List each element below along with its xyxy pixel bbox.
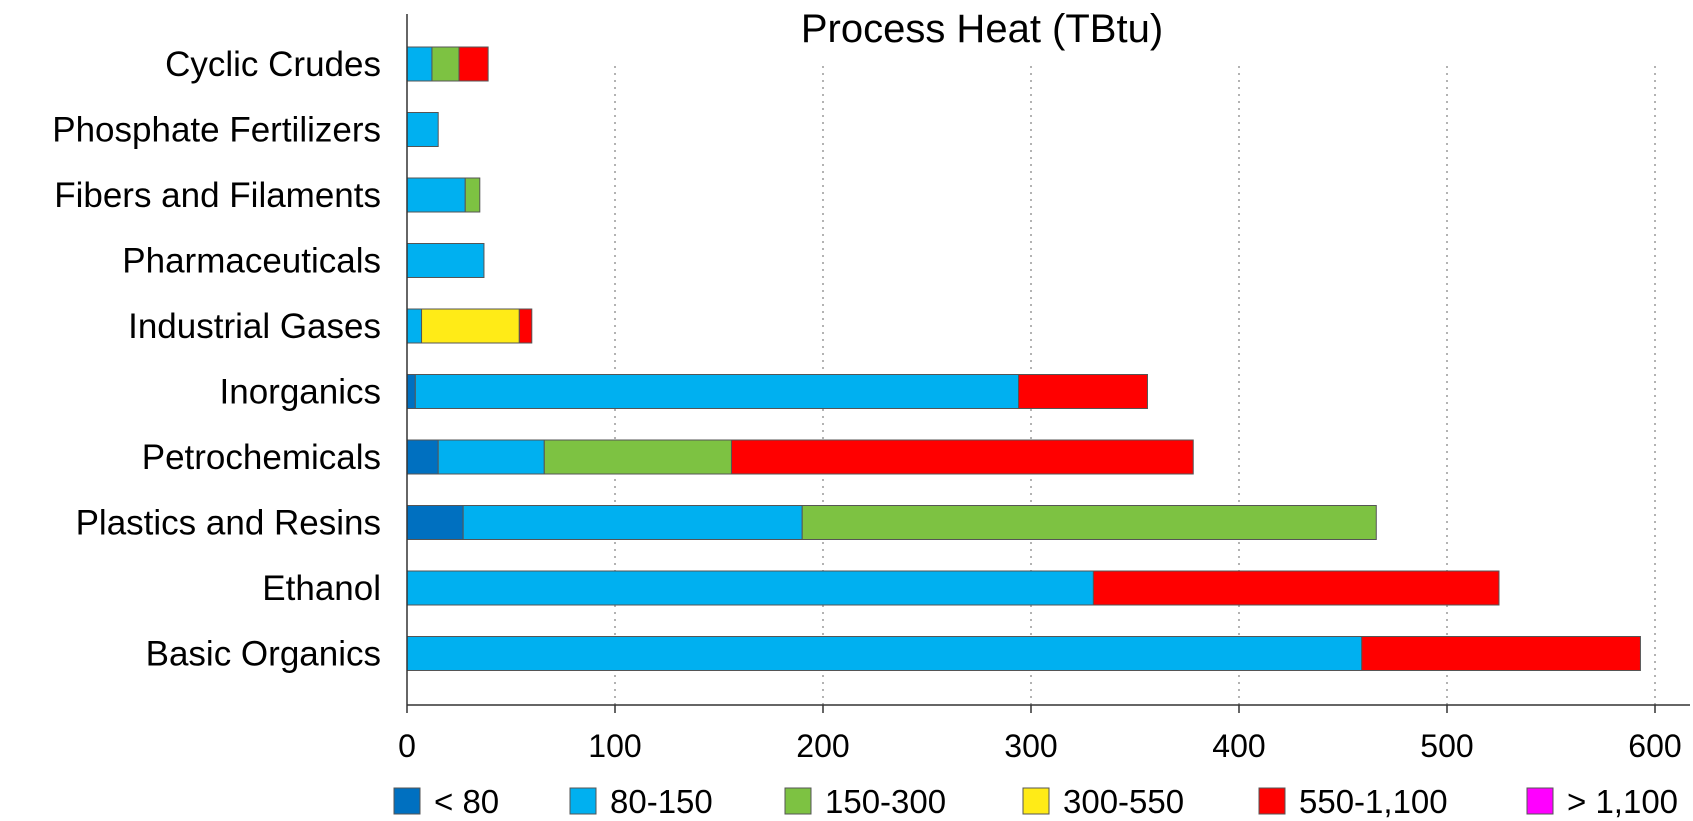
bar-inorganics-80-150	[415, 375, 1018, 409]
x-tick-label-300: 300	[1004, 728, 1057, 764]
bar-ethanol-80-150	[407, 571, 1093, 605]
legend-swatch-550-1-100	[1259, 788, 1285, 814]
category-label-basic-organics: Basic Organics	[146, 635, 381, 674]
legend: < 80 80-150 150-300 300-550 550-1,100 > 1,100	[394, 783, 1678, 820]
category-label-petrochemicals: Petrochemicals	[142, 438, 381, 477]
legend-label-80-150: 80-150	[610, 783, 713, 820]
legend-label-550-1-100: 550-1,100	[1299, 783, 1448, 820]
bar-industrial-gases-80-150	[407, 309, 422, 343]
x-tick-label-400: 400	[1212, 728, 1265, 764]
bars-layer	[407, 47, 1640, 671]
category-label-ethanol: Ethanol	[262, 569, 381, 608]
bar-petrochemicals-550-1-100	[731, 440, 1193, 474]
category-label-plastics-and-resins: Plastics and Resins	[76, 504, 381, 543]
bar-cyclic-crudes-150-300	[432, 47, 459, 81]
bar-petrochemicals-80-150	[438, 440, 544, 474]
bar-basic-organics-550-1-100	[1362, 637, 1641, 671]
bar-fibers-and-filaments-150-300	[465, 178, 480, 212]
legend-swatch-300-550	[1023, 788, 1049, 814]
x-tick-label-100: 100	[588, 728, 641, 764]
legend-label-1-100: > 1,100	[1567, 783, 1678, 820]
bar-industrial-gases-300-550	[422, 309, 520, 343]
legend-swatch-80-150	[570, 788, 596, 814]
category-label-industrial-gases: Industrial Gases	[128, 307, 381, 346]
category-label-inorganics: Inorganics	[220, 373, 381, 412]
x-tick-label-0: 0	[398, 728, 416, 764]
bar-cyclic-crudes-80-150	[407, 47, 432, 81]
legend-swatch-1-100	[1527, 788, 1553, 814]
bar-industrial-gases-550-1-100	[519, 309, 531, 343]
bar-cyclic-crudes-550-1-100	[459, 47, 488, 81]
x-tick-label-500: 500	[1420, 728, 1473, 764]
x-tick-label-600: 600	[1628, 728, 1681, 764]
category-label-phosphate-fertilizers: Phosphate Fertilizers	[52, 111, 381, 150]
chart-title: Process Heat (TBtu)	[801, 7, 1163, 51]
legend-label-150-300: 150-300	[825, 783, 946, 820]
bar-phosphate-fertilizers-80-150	[407, 113, 438, 147]
bar-plastics-and-resins-150-300	[802, 506, 1376, 540]
bar-plastics-and-resins-80	[407, 506, 463, 540]
legend-label-300-550: 300-550	[1063, 783, 1184, 820]
x-tick-label-200: 200	[796, 728, 849, 764]
bar-petrochemicals-150-300	[544, 440, 731, 474]
bar-petrochemicals-80	[407, 440, 438, 474]
bar-pharmaceuticals-80-150	[407, 244, 484, 278]
bar-inorganics-80	[407, 375, 415, 409]
category-label-fibers-and-filaments: Fibers and Filaments	[54, 176, 381, 215]
x-tick-labels: 0 100 200 300 400 500 600	[398, 705, 1682, 764]
bar-basic-organics-80-150	[407, 637, 1362, 671]
category-labels: Cyclic Crudes Phosphate Fertilizers Fibers…	[52, 45, 381, 674]
bar-fibers-and-filaments-80-150	[407, 178, 465, 212]
bar-plastics-and-resins-80-150	[463, 506, 802, 540]
legend-swatch-150-300	[785, 788, 811, 814]
category-label-pharmaceuticals: Pharmaceuticals	[122, 242, 381, 281]
bar-ethanol-550-1-100	[1093, 571, 1499, 605]
bar-inorganics-550-1-100	[1019, 375, 1148, 409]
legend-swatch-80	[394, 788, 420, 814]
category-label-cyclic-crudes: Cyclic Crudes	[165, 45, 381, 84]
legend-label-80: < 80	[434, 783, 499, 820]
